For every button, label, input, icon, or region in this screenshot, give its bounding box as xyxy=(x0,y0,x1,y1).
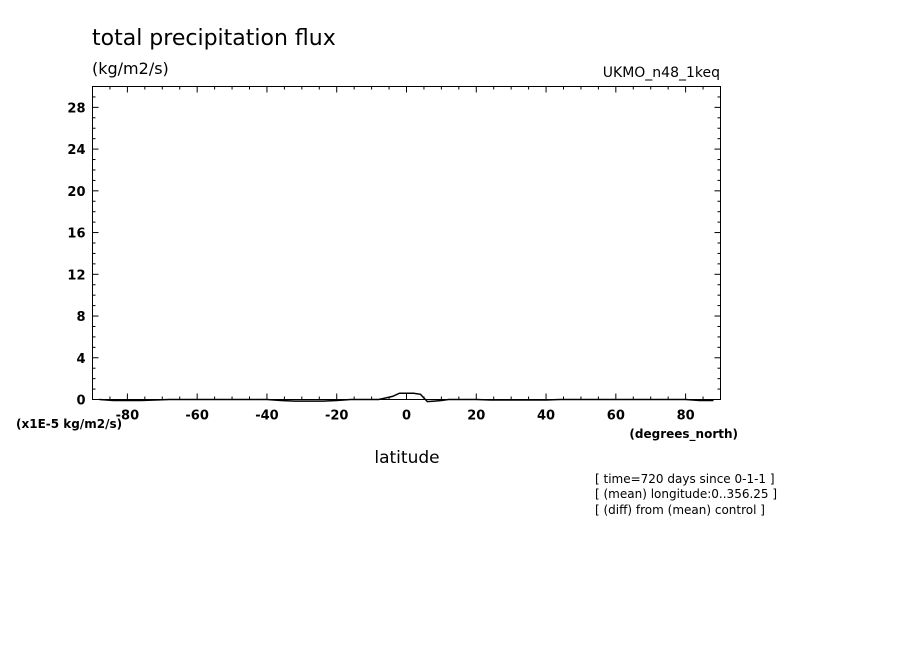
chart-units-label: (kg/m2/s) xyxy=(92,59,169,78)
y-axis-tick-labels: 0 4 8 12 16 20 24 28 xyxy=(67,101,85,408)
y-tick-label: 12 xyxy=(67,268,85,283)
x-tick-label: 40 xyxy=(537,409,555,424)
y-tick-label: 8 xyxy=(76,310,85,325)
x-tick-label: 80 xyxy=(677,409,695,424)
annotation-time: [ time=720 days since 0-1-1 ] xyxy=(595,472,775,486)
y-tick-label: 28 xyxy=(67,101,85,116)
annotation-diff: [ (diff) from (mean) control ] xyxy=(595,503,765,517)
x-unit-label: (degrees_north) xyxy=(629,427,738,442)
series-line xyxy=(99,392,714,403)
x-tick-label: -80 xyxy=(116,409,140,424)
y-tick-label: 16 xyxy=(67,227,85,242)
x-axis-ticks xyxy=(92,86,721,400)
y-tick-label: 4 xyxy=(76,352,85,367)
x-tick-label: -20 xyxy=(325,409,349,424)
series-layer xyxy=(99,392,714,403)
y-tick-label: 20 xyxy=(67,185,85,200)
y-tick-label: 24 xyxy=(67,143,85,158)
annotation-longitude: [ (mean) longitude:0..356.25 ] xyxy=(595,487,777,501)
y-scale-label: (x1E-5 kg/m2/s) xyxy=(16,417,122,431)
y-axis-ticks xyxy=(92,86,721,400)
dataset-label: UKMO_n48_1keq xyxy=(603,65,720,81)
x-axis-tick-labels: -80 -60 -40 -20 0 20 40 60 80 xyxy=(116,409,695,424)
x-tick-label: 20 xyxy=(467,409,485,424)
plot-frame xyxy=(92,86,721,400)
x-tick-label: -60 xyxy=(185,409,209,424)
x-tick-label: -40 xyxy=(255,409,279,424)
y-tick-label: 0 xyxy=(76,394,85,409)
chart-title: total precipitation flux xyxy=(92,26,336,51)
x-axis-label: latitude xyxy=(374,448,439,468)
x-tick-label: 0 xyxy=(402,409,411,424)
x-tick-label: 60 xyxy=(607,409,625,424)
